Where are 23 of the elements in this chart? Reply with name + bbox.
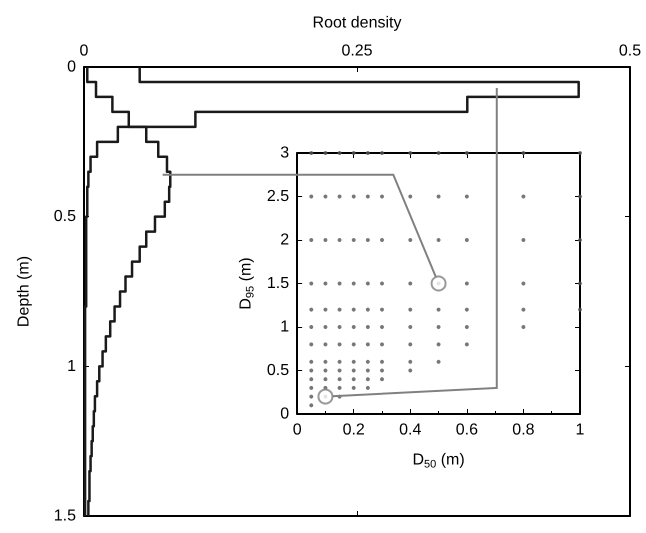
x-tick-label: 0 xyxy=(292,422,302,438)
y-tick-label: 3 xyxy=(280,144,290,162)
x-tick-label: 0.25 xyxy=(341,42,373,60)
y-tick-label: 1.5 xyxy=(54,508,76,524)
x-tick-label: 0.8 xyxy=(512,422,535,438)
y-tick-label: 0 xyxy=(280,406,290,422)
y-axis-title: Depth (m) xyxy=(16,256,32,328)
x-axis-title: Root density xyxy=(312,14,402,32)
y-tick-label: 2 xyxy=(280,232,290,248)
y-tick-label: 0 xyxy=(67,58,76,76)
y-tick-label: 1.5 xyxy=(266,275,290,292)
y-tick-label: 1 xyxy=(280,318,290,336)
x-tick-label: 1 xyxy=(576,422,585,438)
x-tick-label: 0 xyxy=(80,42,89,60)
x-tick-label: 0.2 xyxy=(342,422,365,438)
y-tick-label: 1 xyxy=(67,358,76,375)
y-tick-label: 0.5 xyxy=(266,362,290,379)
y-tick-label: 2.5 xyxy=(266,188,290,205)
x-tick-label: 0.5 xyxy=(618,42,642,60)
y-axis-title: D95 (m) xyxy=(238,257,256,310)
y-tick-label: 0.5 xyxy=(54,208,76,226)
x-tick-label: 0.6 xyxy=(456,422,478,438)
x-tick-label: 0.4 xyxy=(399,422,422,438)
